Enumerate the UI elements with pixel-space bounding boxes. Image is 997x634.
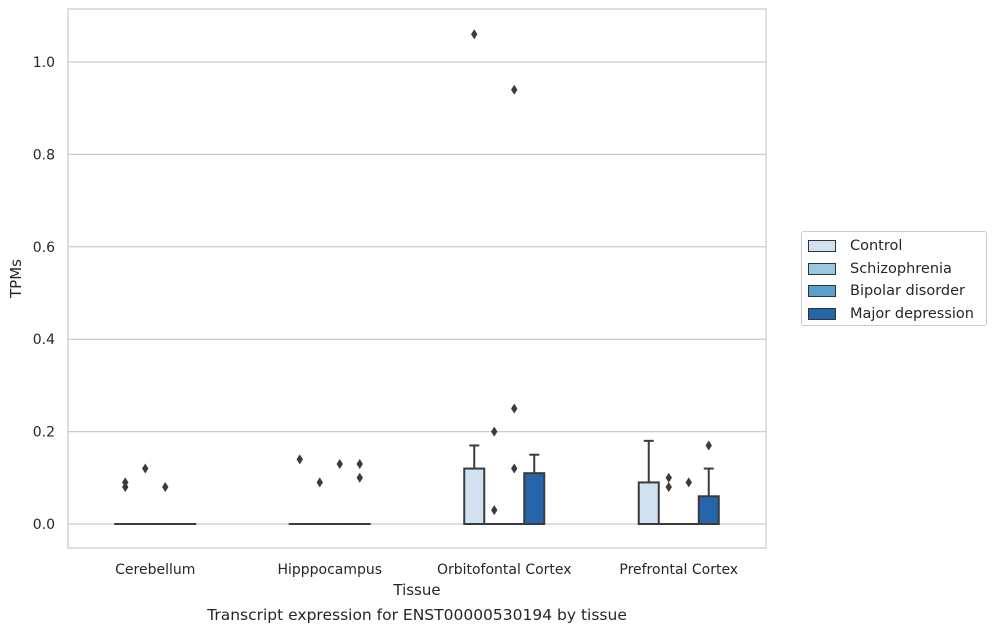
series-control [114,29,660,526]
outlier-point [685,477,692,488]
x-tick-label: Cerebellum [115,562,195,578]
outlier-point [356,458,363,469]
x-tick-labels: Cerebellum Hipppocampus Orbitofontal Corte… [115,562,738,578]
x-tick-label: Hipppocampus [277,562,382,578]
box [523,472,546,525]
legend: Control Schizophrenia Bipolar disorder Majo… [801,231,987,326]
legend-item: Control [808,235,986,258]
outlier-point [356,472,363,483]
legend-swatch [808,262,836,275]
outlier-point [511,463,518,474]
chart-caption: Transcript expression for ENST0000053019… [207,606,627,624]
outlier-point [336,458,343,469]
x-tick-label: Prefrontal Cortex [619,562,738,578]
box [637,481,660,526]
legend-label: Bipolar disorder [850,283,965,300]
legend-label: Major depression [850,305,974,322]
y-tick-label: 0.2 [33,425,55,441]
legend-item: Bipolar disorder [808,280,986,303]
y-axis-label: TPMs [7,259,25,299]
x-axis-label: Tissue [392,581,440,599]
plot-area-frame [67,8,767,549]
outlier-point [665,482,672,493]
outlier-point [511,403,518,414]
y-tick-labels: 0.0 0.2 0.4 0.6 0.8 1.0 [33,55,55,533]
outlier-point [316,477,323,488]
y-tick-label: 0.4 [33,332,55,348]
outlier-point [296,454,303,465]
box-marks [114,29,720,526]
outlier-point [491,505,498,516]
legend-label: Schizophrenia [850,260,952,277]
legend-label: Control [850,238,903,255]
x-tick-label: Orbitofontal Cortex [437,562,572,578]
y-tick-label: 0.6 [33,240,55,256]
legend-swatch [808,285,836,298]
box [463,467,486,525]
outlier-point [665,472,672,483]
outlier-point [705,440,712,451]
series-bipolar-disorder [154,84,700,526]
legend-item: Major depression [808,303,986,326]
outlier-point [471,29,478,40]
legend-item: Schizophrenia [808,258,986,281]
y-tick-label: 1.0 [33,55,55,71]
y-tick-label: 0.0 [33,517,55,533]
legend-swatch [808,307,836,320]
outlier-point [122,477,129,488]
outlier-point [162,482,169,493]
grid-lines [68,61,766,525]
y-tick-label: 0.8 [33,147,55,163]
box [697,495,720,525]
series-major-depression [174,440,720,526]
outlier-point [511,84,518,95]
legend-swatch [808,240,836,253]
outlier-point [491,426,498,437]
outlier-point [142,463,149,474]
series-schizophrenia [134,426,680,526]
